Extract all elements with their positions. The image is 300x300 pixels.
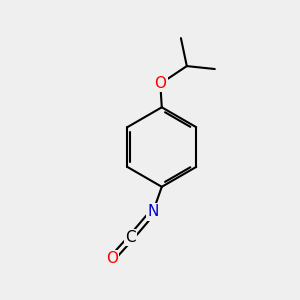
Text: C: C [125,230,136,245]
Text: N: N [147,204,159,219]
Text: O: O [154,76,166,91]
Text: O: O [106,251,118,266]
